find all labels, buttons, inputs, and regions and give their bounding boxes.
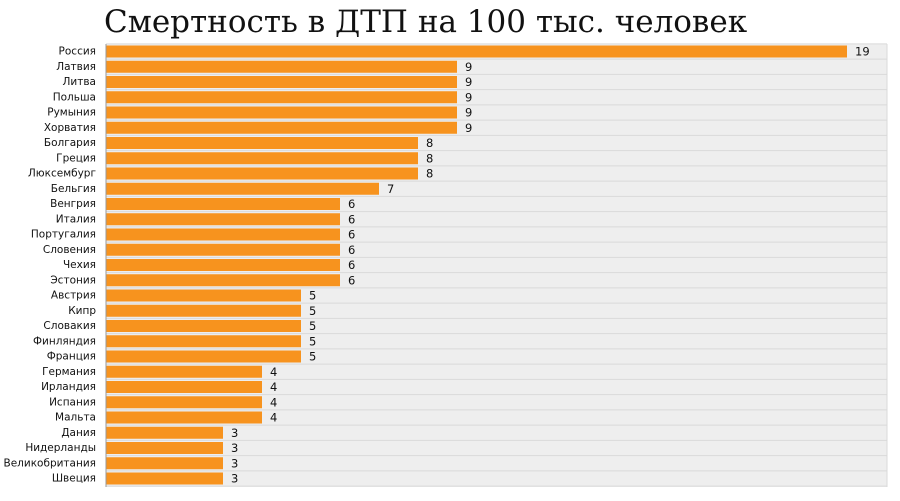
value-label: 8 — [426, 167, 433, 181]
bar — [106, 411, 262, 424]
value-label: 6 — [348, 258, 355, 272]
value-label: 5 — [309, 334, 316, 348]
value-label: 4 — [270, 395, 277, 409]
value-label: 19 — [855, 45, 870, 59]
value-label: 4 — [270, 411, 277, 425]
bar — [106, 259, 340, 271]
value-label: 7 — [387, 182, 394, 196]
bar — [106, 426, 223, 439]
value-label: 3 — [231, 456, 238, 470]
bar — [106, 76, 457, 88]
gridlines — [106, 43, 887, 487]
category-label: Испания — [49, 396, 96, 408]
bar — [106, 60, 457, 73]
value-label: 3 — [231, 472, 238, 486]
bar — [106, 304, 301, 317]
category-label: Италия — [56, 213, 96, 225]
chart-title: Смертность в ДТП на 100 тыс. человек — [104, 4, 748, 40]
value-label: 5 — [309, 289, 316, 303]
category-label: Словакия — [43, 320, 96, 332]
category-label: Литва — [63, 76, 96, 88]
value-label: 8 — [426, 136, 433, 150]
bar — [106, 274, 340, 287]
category-label: Дания — [61, 427, 96, 439]
category-label: Австрия — [51, 290, 96, 302]
category-label: Ирландия — [41, 381, 96, 393]
bar — [106, 152, 418, 165]
category-label: Словения — [43, 244, 96, 256]
value-label: 6 — [348, 273, 355, 287]
category-label: Франция — [47, 351, 96, 363]
bar — [106, 442, 223, 454]
value-label: 6 — [348, 212, 355, 226]
bar — [106, 335, 301, 348]
category-label: Португалия — [31, 229, 96, 241]
value-label: 6 — [348, 243, 355, 257]
category-label: Кипр — [68, 305, 96, 317]
bar — [106, 457, 223, 470]
bar — [106, 243, 340, 256]
value-label: 4 — [270, 380, 277, 394]
value-label: 9 — [465, 60, 472, 74]
value-label: 5 — [309, 304, 316, 318]
bar — [106, 45, 847, 58]
category-label: Польша — [53, 91, 96, 103]
value-label: 9 — [465, 121, 472, 135]
value-label: 8 — [426, 151, 433, 165]
category-labels: Россия Латвия Литва Польша Румыния Хорватия Бо… — [4, 46, 97, 485]
value-label: 4 — [270, 365, 277, 379]
value-label: 9 — [465, 75, 472, 89]
value-label: 3 — [231, 426, 238, 440]
bar — [106, 213, 340, 226]
category-label: Финляндия — [33, 335, 96, 347]
bar — [106, 365, 262, 378]
bar — [106, 472, 223, 485]
value-label: 9 — [465, 106, 472, 120]
category-label: Чехия — [63, 259, 96, 271]
value-label: 9 — [465, 90, 472, 104]
bar — [106, 121, 457, 134]
category-label: Великобритания — [4, 457, 97, 469]
bar — [106, 289, 301, 302]
category-label: Греция — [56, 152, 96, 164]
bar — [106, 167, 418, 180]
category-label: Венгрия — [50, 198, 96, 210]
category-label: Мальта — [55, 412, 96, 424]
category-label: Эстония — [50, 274, 96, 286]
bar — [106, 106, 457, 119]
bar — [106, 320, 301, 332]
category-label: Латвия — [56, 61, 96, 73]
bar — [106, 137, 418, 149]
bar — [106, 396, 262, 409]
value-label: 5 — [309, 319, 316, 333]
bar — [106, 350, 301, 363]
bar — [106, 228, 340, 241]
value-label: 5 — [309, 350, 316, 364]
category-label: Бельгия — [51, 183, 96, 195]
bar — [106, 91, 457, 104]
bars — [106, 45, 847, 485]
category-label: Хорватия — [44, 122, 96, 134]
category-label: Швеция — [52, 473, 96, 485]
value-label: 6 — [348, 228, 355, 242]
category-label: Румыния — [47, 107, 96, 119]
bar — [106, 198, 340, 210]
bar — [106, 381, 262, 393]
category-label: Россия — [59, 46, 96, 58]
value-label: 6 — [348, 197, 355, 211]
category-label: Нидерланды — [25, 442, 96, 454]
category-label: Германия — [42, 366, 96, 378]
value-label: 3 — [231, 441, 238, 455]
category-label: Болгария — [44, 137, 96, 149]
bar — [106, 182, 379, 195]
category-label: Люксембург — [28, 168, 96, 180]
